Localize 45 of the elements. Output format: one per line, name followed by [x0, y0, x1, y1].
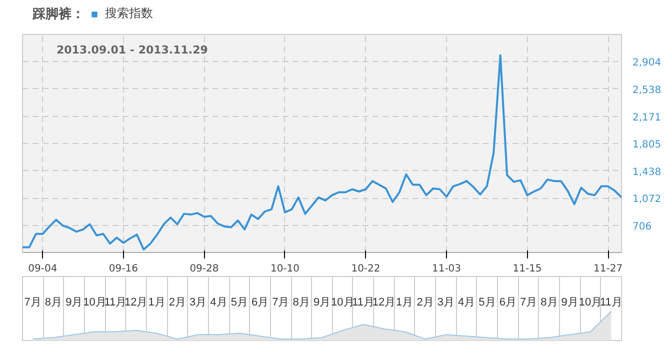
- x-tick-label: 11月: [600, 296, 622, 309]
- x-tick-label: 09-28: [190, 264, 219, 274]
- y-tick-label: 1,805: [632, 140, 662, 150]
- legend-label: 搜索指数: [105, 5, 153, 22]
- x-tick-label: 8月: [44, 296, 62, 309]
- x-tick-label: 2月: [416, 296, 434, 309]
- x-tick-label: 9月: [313, 296, 331, 309]
- x-tick-label: 12月: [124, 296, 148, 309]
- x-tick-label: 10月: [331, 296, 354, 309]
- y-tick-label: 2,538: [632, 84, 662, 96]
- x-tick-label: 8月: [292, 296, 310, 309]
- x-tick-label: 10月: [83, 296, 106, 309]
- x-tick-label: 11-27: [594, 264, 623, 274]
- y-tick-label: 706: [632, 221, 652, 232]
- x-tick-label: 11-15: [512, 264, 542, 274]
- y-tick-label: 2,171: [632, 112, 662, 124]
- x-tick-label: 5月: [230, 296, 248, 309]
- x-tick-label: 7月: [272, 296, 290, 309]
- x-tick-label: 1月: [396, 296, 414, 309]
- x-tick-label: 09-16: [108, 264, 138, 274]
- x-tick-label: 1月: [148, 296, 166, 309]
- y-tick-label: 1,438: [632, 166, 662, 178]
- x-tick-label: 2月: [168, 296, 186, 309]
- x-tick-label: 3月: [437, 296, 454, 309]
- x-tick-label: 6月: [251, 296, 269, 309]
- x-tick-label: 8月: [540, 296, 558, 309]
- y-tick-label: 1,072: [632, 194, 662, 206]
- x-tick-label: 10-10: [270, 264, 300, 274]
- x-tick-label: 4月: [458, 296, 476, 309]
- x-tick-label: 7月: [520, 296, 538, 309]
- chart-title: 踩脚裤：: [32, 6, 84, 22]
- x-tick-label: 12月: [372, 296, 396, 309]
- x-tick-label: 9月: [561, 296, 578, 309]
- x-tick-label: 10-22: [351, 264, 380, 274]
- x-tick-label: 9月: [66, 296, 83, 309]
- x-tick-label: 11-03: [432, 264, 462, 274]
- annotation: 2013.09.01 - 2013.11.29: [56, 44, 208, 56]
- x-tick-label: 4月: [210, 296, 228, 309]
- x-tick-label: 6月: [499, 296, 516, 309]
- x-tick-label: 3月: [190, 296, 207, 309]
- x-tick-label: 7月: [24, 296, 42, 309]
- x-tick-label: 5月: [478, 296, 496, 309]
- y-tick-label: 2,904: [632, 58, 662, 69]
- x-tick-label: 09-04: [28, 264, 58, 274]
- line-series: [22, 54, 622, 251]
